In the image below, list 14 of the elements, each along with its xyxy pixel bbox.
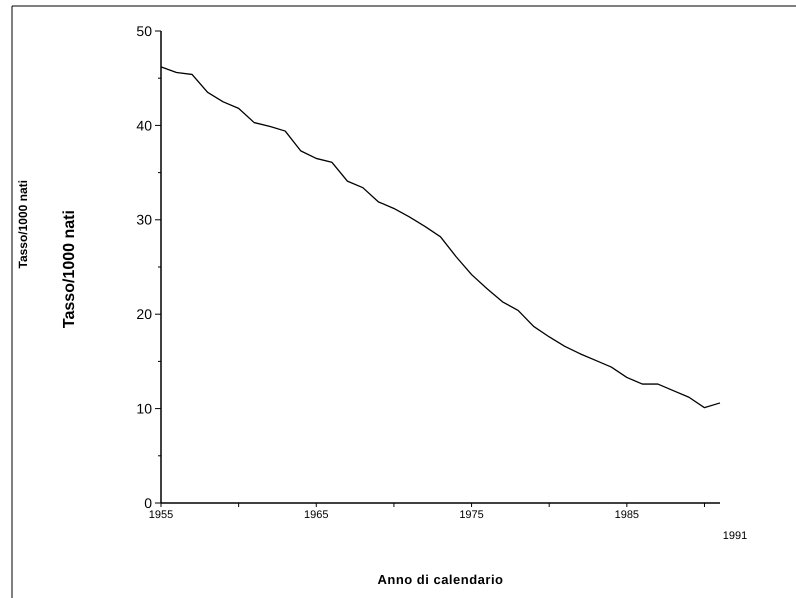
- x-tick-label: 1975: [459, 509, 484, 521]
- y-tick-label: 20: [136, 306, 152, 322]
- x-tick-label: 1985: [614, 509, 640, 521]
- x-tick-label: 1955: [148, 509, 174, 521]
- x-tick-label: 1965: [304, 509, 329, 521]
- text: Tasso/1000 nati: [16, 180, 30, 268]
- x-axis-title: Anno di calendario: [377, 572, 504, 587]
- y-axis-title: Tasso/1000 nati: [61, 210, 78, 328]
- y-tick-label: 50: [136, 22, 152, 39]
- y-tick-label: 40: [136, 117, 152, 134]
- y-tick-label: 30: [136, 212, 152, 228]
- text: 1991: [722, 530, 748, 542]
- y-tick-label: 10: [136, 400, 152, 416]
- y-tick-label: 0: [144, 494, 152, 511]
